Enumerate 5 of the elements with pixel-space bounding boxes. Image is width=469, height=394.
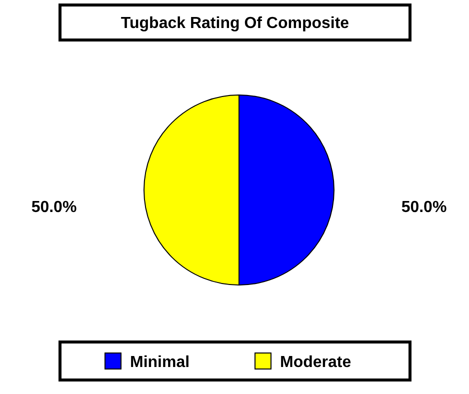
legend-label: Minimal (130, 354, 190, 371)
legend-label: Moderate (280, 354, 352, 371)
data-label: 50.0% (31, 199, 77, 216)
chart-title: Tugback Rating Of Composite (120, 15, 350, 32)
data-label: 50.0% (401, 199, 447, 216)
